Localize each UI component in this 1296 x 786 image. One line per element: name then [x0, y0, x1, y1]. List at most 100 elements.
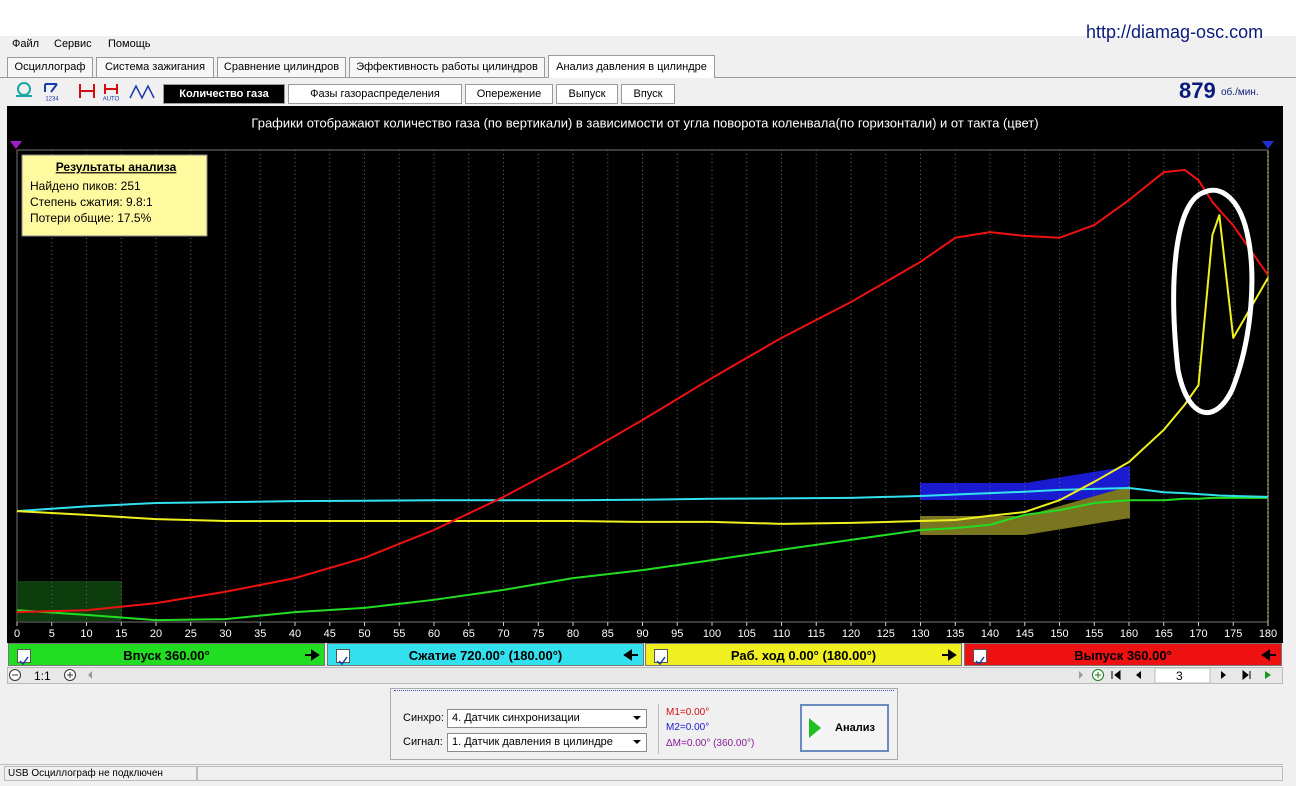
- rpm-unit: об./мин.: [1221, 87, 1259, 98]
- nav-last[interactable]: [1242, 669, 1251, 681]
- series-line: [16, 168, 1269, 614]
- phase-bar[interactable]: Раб. ход 0.00° (180.00°): [645, 643, 962, 666]
- scroll-controls: [9, 667, 1271, 684]
- subtab[interactable]: Выпуск: [556, 84, 618, 104]
- sync-select[interactable]: 4. Датчик синхронизации: [447, 709, 647, 728]
- subtab[interactable]: Впуск: [621, 84, 675, 104]
- phase-checkbox[interactable]: [17, 649, 31, 666]
- phase-arrow[interactable]: [941, 649, 957, 661]
- zoom-in[interactable]: [64, 669, 76, 681]
- subtab[interactable]: Фазы газораспределения: [288, 84, 462, 104]
- scroll-left[interactable]: [88, 671, 92, 679]
- status-text: USB Осциллограф не подключен: [4, 766, 197, 781]
- x-tick-label: 145: [1016, 628, 1034, 640]
- legend-label: Впуск 360.00°: [123, 648, 210, 663]
- legend-label: Раб. ход 0.00° (180.00°): [730, 648, 877, 663]
- zoom-out[interactable]: [9, 669, 21, 681]
- tool-icon[interactable]: [129, 84, 155, 100]
- tab[interactable]: Осциллограф: [7, 57, 93, 77]
- tool-icon[interactable]: [44, 83, 58, 93]
- x-tick-label: 110: [773, 628, 791, 640]
- scroll-right[interactable]: [1079, 671, 1083, 679]
- x-tick-label: 135: [946, 628, 964, 640]
- phase-bar[interactable]: Выпуск 360.00°: [964, 643, 1282, 666]
- phase-bar[interactable]: Впуск 360.00°: [8, 643, 325, 666]
- subtab-active[interactable]: Количество газа: [163, 84, 285, 104]
- menu-item[interactable]: Сервис: [54, 38, 92, 50]
- x-tick-label: 90: [636, 628, 648, 640]
- chart-title: Графики отображают количество газа (по в…: [251, 115, 1038, 130]
- play-icon: [809, 718, 821, 738]
- check-mark: [656, 656, 666, 666]
- nav-first[interactable]: [1111, 669, 1121, 681]
- x-tick-label: 165: [1155, 628, 1173, 640]
- x-tick-label: 30: [219, 628, 231, 640]
- series-line: [16, 486, 1269, 513]
- x-tick-label: 40: [289, 628, 301, 640]
- subtab[interactable]: Опережение: [465, 84, 553, 104]
- results-line: Степень сжатия: 9.8:1: [30, 195, 153, 209]
- phase-checkbox[interactable]: [336, 649, 350, 666]
- x-tick-label: 20: [150, 628, 162, 640]
- x-tick-label: 65: [463, 628, 475, 640]
- panel-splitter: [394, 690, 894, 691]
- x-tick-label: 105: [738, 628, 756, 640]
- chart-background: [7, 106, 1283, 643]
- nav-prev[interactable]: [1136, 671, 1141, 679]
- control-panel: [390, 688, 898, 760]
- marker-m2[interactable]: [1262, 141, 1274, 149]
- phase-bar[interactable]: Сжатие 720.00° (180.00°): [327, 643, 644, 666]
- menu-item[interactable]: Файл: [12, 38, 40, 50]
- hand-drawn-circle: [1171, 187, 1255, 415]
- tool-icon[interactable]: [16, 82, 32, 97]
- check-mark: [19, 656, 29, 666]
- x-tick-label: 25: [185, 628, 197, 640]
- legend-label: Сжатие 720.00° (180.00°): [408, 648, 563, 663]
- top-strip: [0, 0, 1296, 36]
- status-bar: [0, 764, 1283, 782]
- x-tick-label: 55: [393, 628, 405, 640]
- rpm-value: 879: [1179, 78, 1216, 103]
- x-tick-label: 170: [1189, 628, 1207, 640]
- tab-active[interactable]: Анализ давления в цилиндре: [548, 55, 715, 78]
- add-button[interactable]: [1092, 669, 1104, 681]
- scroll-row: [7, 667, 1283, 684]
- x-tick-label: 140: [981, 628, 999, 640]
- play[interactable]: [1265, 671, 1271, 679]
- tab[interactable]: Сравнение цилиндров: [217, 57, 346, 77]
- phase-checkbox[interactable]: [973, 649, 987, 666]
- phase-arrow[interactable]: [623, 649, 639, 661]
- phase-checkbox[interactable]: [654, 649, 668, 666]
- tool-icon[interactable]: [104, 84, 118, 94]
- results-box: [21, 154, 208, 237]
- tool-icon-label: 1234: [45, 97, 59, 103]
- x-tick-label: 175: [1224, 628, 1242, 640]
- check-mark: [975, 656, 985, 666]
- status-pane: [197, 766, 1283, 781]
- results-line: Потери общие: 17.5%: [30, 211, 152, 225]
- check-mark: [338, 656, 348, 666]
- signal-select[interactable]: 1. Датчик давления в цилиндре: [447, 733, 647, 752]
- results-line: Найдено пиков: 251: [30, 179, 141, 193]
- x-tick-label: 70: [497, 628, 509, 640]
- tab[interactable]: Система зажигания: [96, 57, 214, 77]
- results-title: Результаты анализа: [56, 160, 177, 174]
- tool-icon[interactable]: [79, 84, 95, 98]
- menu-item[interactable]: Помощь: [108, 38, 151, 50]
- phase-arrow[interactable]: [1261, 649, 1277, 661]
- marker-m1[interactable]: [10, 141, 22, 149]
- phase-arrow[interactable]: [304, 649, 320, 661]
- signal-label: Сигнал:: [403, 736, 443, 748]
- x-tick-label: 115: [807, 628, 825, 640]
- x-tick-label: 80: [567, 628, 579, 640]
- nav-next[interactable]: [1221, 671, 1226, 679]
- tab[interactable]: Эффективность работы цилиндров: [349, 57, 545, 77]
- sync-label: Синхро:: [403, 712, 444, 724]
- toolbar: 1234 AUTO: [16, 82, 155, 103]
- x-tick-label: 180: [1259, 628, 1277, 640]
- x-tick-label: 35: [254, 628, 266, 640]
- x-tick-label: 5: [49, 628, 55, 640]
- x-tick-label: 50: [358, 628, 370, 640]
- watermark: http://diamag-osc.com: [1086, 22, 1264, 42]
